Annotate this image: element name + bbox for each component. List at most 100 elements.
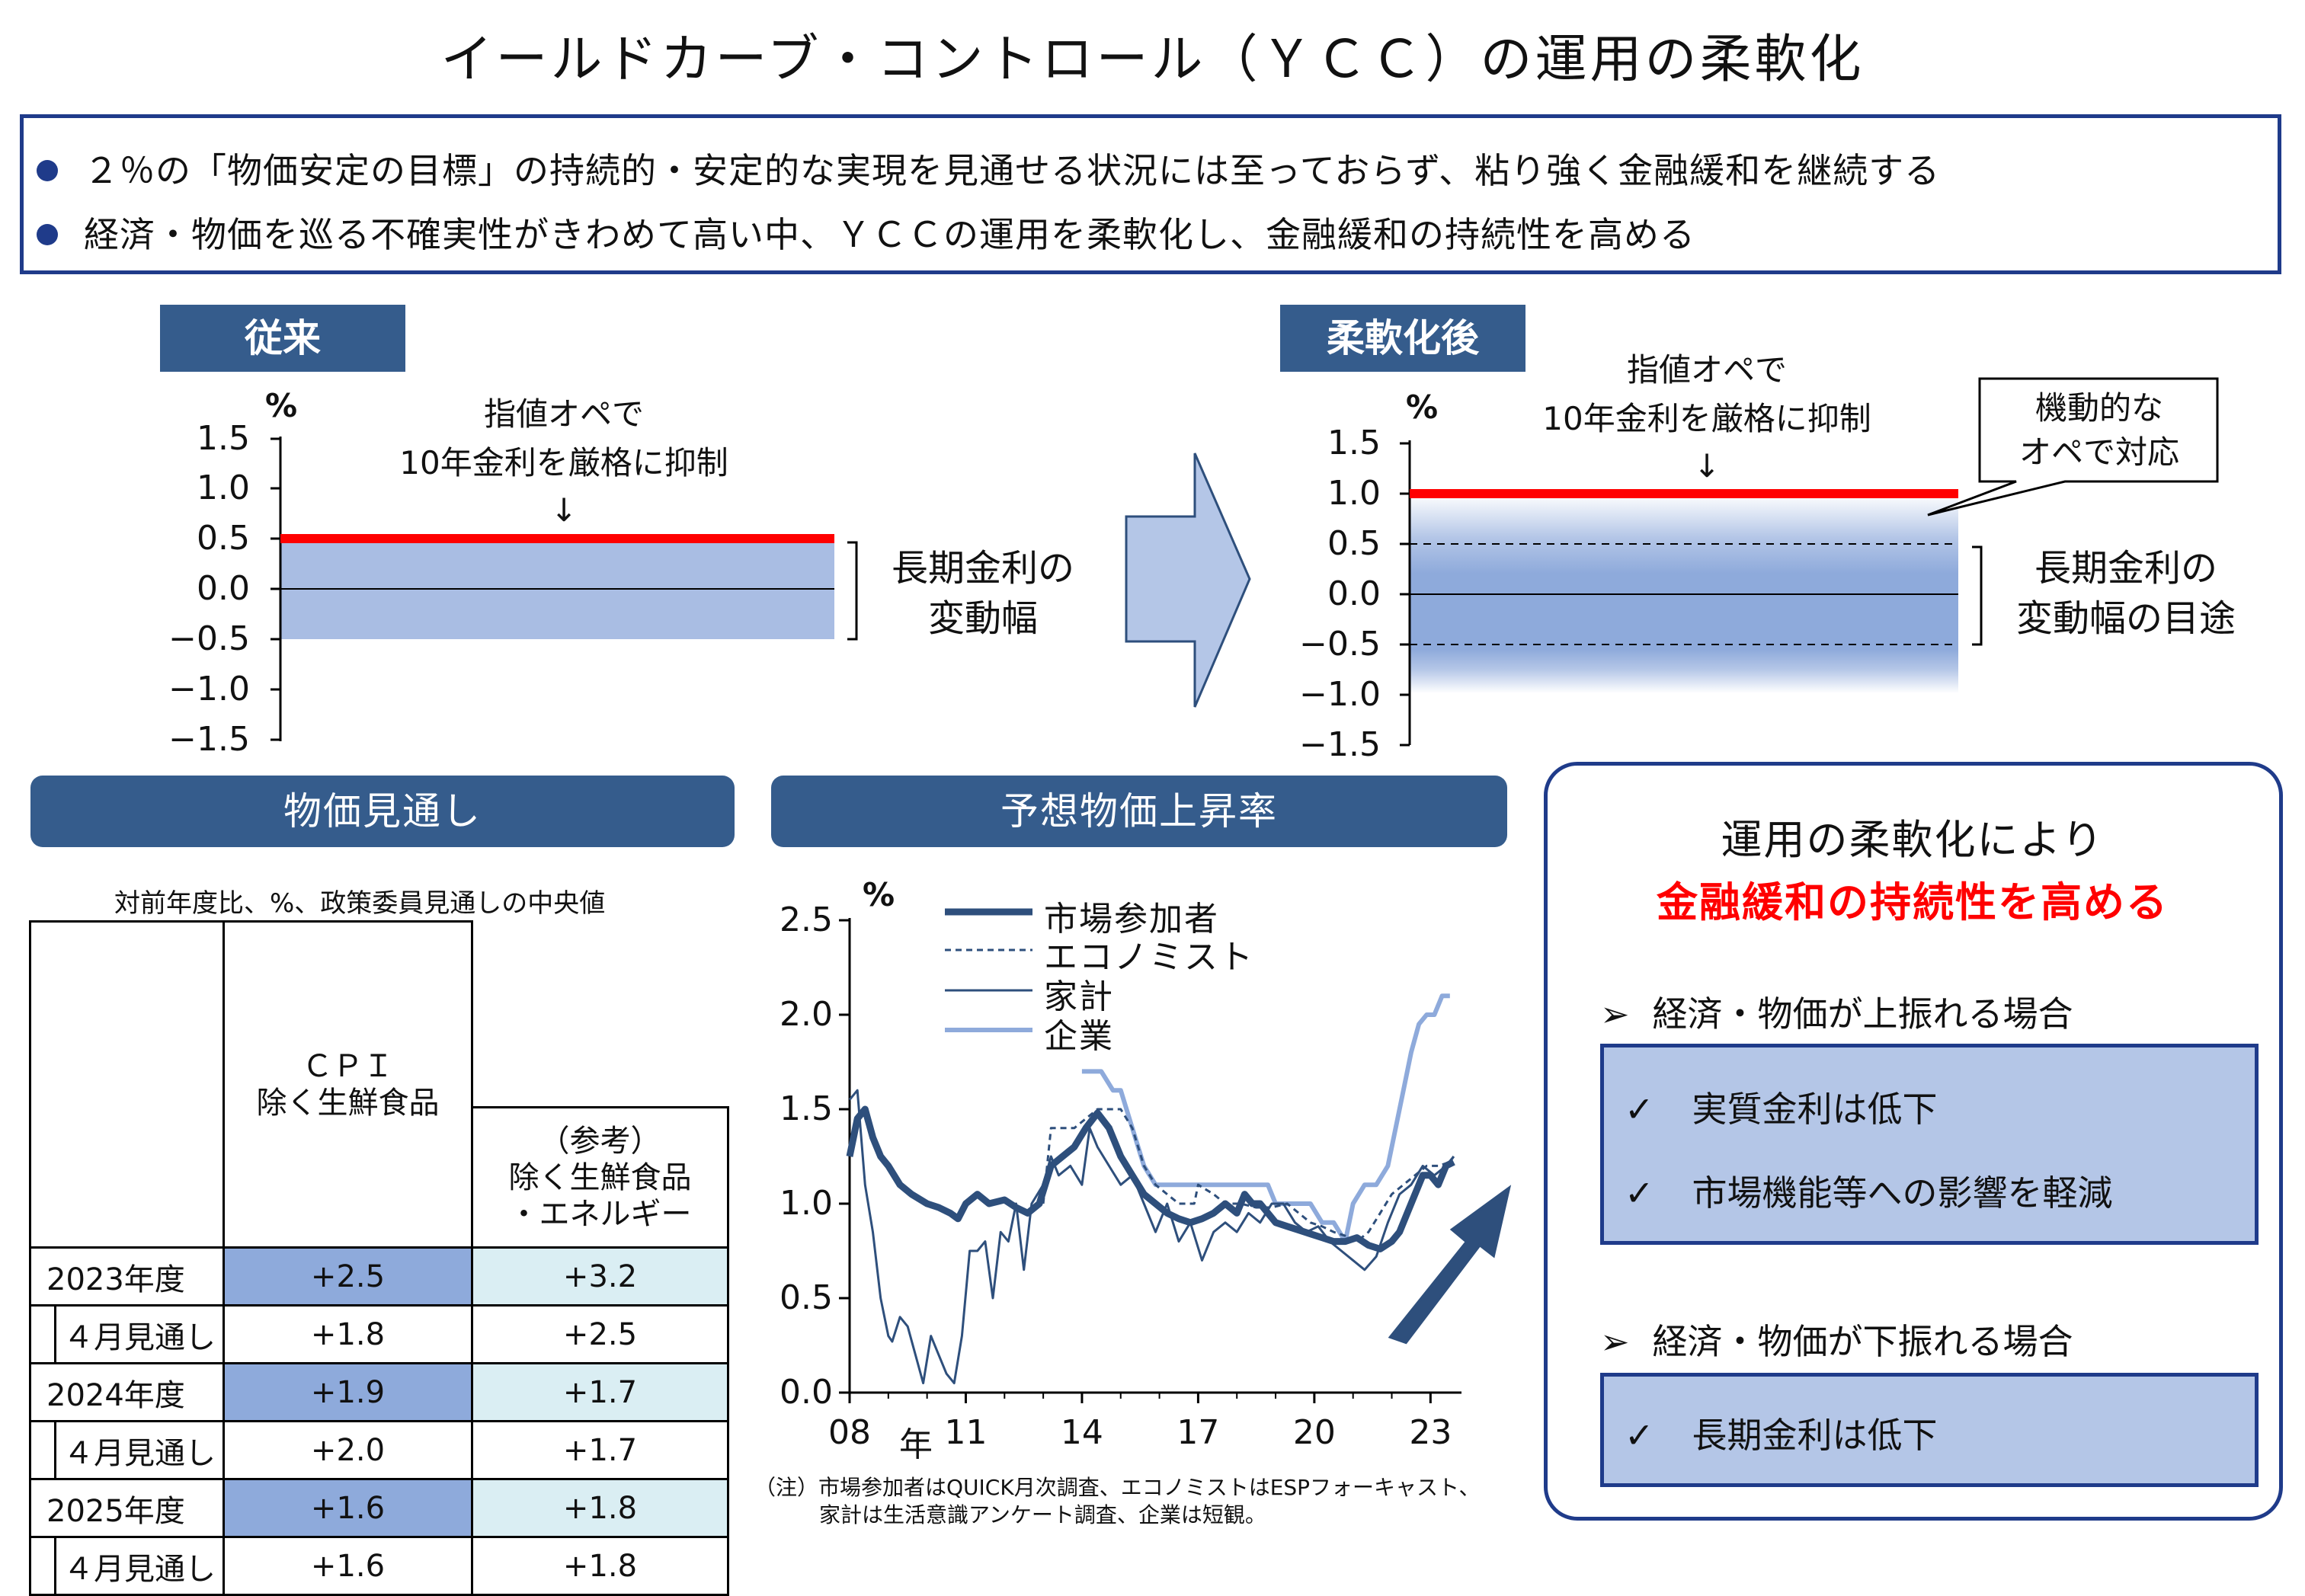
cpi-value: +2.5 [222,1246,473,1307]
down-effects-box [1600,1373,2259,1487]
y-tick-label: 2.5 [780,900,833,939]
down-effect-text: 長期金利は低下 [1692,1415,1938,1456]
after-chart [1400,377,2219,747]
cpi-value: +1.8 [222,1304,473,1364]
after-unit: % [1406,389,1439,426]
down-effect-1: ✓ 長期金利は低下 [1625,1408,1938,1458]
col-core-line3: ・エネルギー [508,1196,692,1232]
summary-bullet-1: ２％の「物価安定の目標」の持続的・安定的な実現を見通せる状況には至っておらず、粘… [37,143,1940,194]
x-tick-label: 11 [944,1413,988,1452]
forecast-col-core: （参考） 除く生鮮食品 ・エネルギー [471,1106,729,1249]
legend-market: 市場参加者 [1044,900,1219,939]
case-up-label: 経済・物価が上振れる場合 [1652,993,2073,1035]
up-effect-text: 実質金利は低下 [1692,1089,1938,1130]
cpi-value: +1.6 [222,1478,473,1538]
up-effect-2: ✓ 市場機能等への影響を軽減 [1625,1166,2113,1216]
core-value: +1.8 [471,1478,729,1538]
legend-economist: エコノミスト [1044,938,1254,977]
after-tick: 0.0 [1327,574,1381,613]
table-row: 2025年度 +1.6 +1.8 [29,1478,729,1538]
case-down-label: 経済・物価が下振れる場合 [1652,1321,2073,1362]
before-tick: −0.5 [168,619,250,658]
after-tick: 1.0 [1327,474,1381,513]
check-icon: ✓ [1625,1089,1654,1130]
page-title: イールドカーブ・コントロール（ＹＣＣ）の運用の柔軟化 [440,30,1865,90]
core-value: +2.5 [471,1304,729,1364]
before-tick: 1.0 [197,469,250,507]
y-tick-label: 2.0 [780,995,833,1034]
before-tick: −1.5 [168,720,250,759]
before-annotation-line2: 10年金利を厳格に抑制 [399,444,728,481]
legend-firm: 企業 [1044,1017,1114,1056]
up-effect-text: 市場機能等への影響を軽減 [1692,1172,2113,1214]
forecast-table: ＣＰＩ 除く生鮮食品 （参考） 除く生鮮食品 ・エネルギー 2023年度 +2.… [29,920,729,1596]
transition-arrow-icon [1125,453,1251,708]
series-household-line [848,1089,1455,1385]
after-header: 柔軟化後 [1280,305,1525,372]
table-row: ４月見通し +1.6 +1.8 [29,1536,729,1596]
y-tick-label: 1.0 [780,1184,833,1223]
expect-unit: % [863,876,895,913]
row-label: ４月見通し [63,1551,216,1587]
summary-bullet-text: 経済・物価を巡る不確実性がきわめて高い中、ＹＣＣの運用を柔軟化し、金融緩和の持続… [84,214,1695,255]
row-label-cell: ４月見通し [29,1536,225,1596]
y-tick-label: 1.5 [780,1089,833,1128]
before-band-label-line1: 長期金利の [891,547,1074,590]
callout-bubble [1927,377,2219,517]
series-market-line [846,1105,1455,1252]
core-value: +1.7 [471,1420,729,1480]
before-annotation-line1: 指値オペで [483,395,644,433]
y-tick-label: 0.5 [780,1278,833,1317]
y-tick-label: 0.0 [780,1373,833,1412]
before-down-arrow-icon: ↓ [550,491,578,529]
summary-bullet-2: 経済・物価を巡る不確実性がきわめて高い中、ＹＣＣの運用を柔軟化し、金融緩和の持続… [37,207,1695,257]
col-cpi-line2: 除く生鮮食品 [256,1085,440,1121]
effect-title-line1: 運用の柔軟化により [1721,816,2105,864]
forecast-caption: 対前年度比、%、政策委員見通しの中央値 [114,888,606,919]
cpi-value: +1.6 [222,1536,473,1596]
case-marker-icon: ➢ [1600,1321,1630,1362]
x-tick-label: 08 [828,1413,871,1452]
row-label: ４月見通し [63,1435,216,1471]
expect-x-ticks [848,1393,1432,1403]
expectation-chart [839,908,1512,1403]
row-label-cell: ４月見通し [29,1304,225,1364]
core-value: +3.2 [471,1246,729,1307]
x-tick-label: 23 [1409,1413,1452,1452]
check-icon: ✓ [1625,1415,1654,1456]
row-label-cell: ４月見通し [29,1420,225,1480]
effect-title-line2: 金融緩和の持続性を高める [1657,878,2169,926]
before-tick: 0.0 [197,569,250,608]
up-effects-box [1600,1044,2259,1245]
table-row: 2023年度 +2.5 +3.2 [29,1246,729,1307]
callout-line1: 機動的な [2034,389,2163,427]
before-tick: −1.0 [168,670,250,708]
core-value: +1.8 [471,1536,729,1596]
up-effect-1: ✓ 実質金利は低下 [1625,1082,1938,1132]
expect-y-ticks [839,919,850,1394]
expect-legend [945,908,1032,1032]
table-row: ４月見通し +2.0 +1.7 [29,1420,729,1480]
bullet-dot-icon [37,223,58,245]
after-band-label-line1: 長期金利の [2034,547,2217,590]
before-ticks [271,437,280,741]
col-cpi-line1: ＣＰＩ [302,1048,394,1084]
table-row: 2024年度 +1.9 +1.7 [29,1362,729,1422]
legend-household: 家計 [1044,977,1114,1016]
before-tick: 1.5 [197,419,250,458]
after-annotation-line2: 10年金利を厳格に抑制 [1542,400,1871,437]
row-label: 2023年度 [29,1246,225,1307]
table-row: ４月見通し +1.8 +2.5 [29,1304,729,1364]
cpi-value: +1.9 [222,1362,473,1422]
x-tick-label: 17 [1177,1413,1220,1452]
effect-box [1544,762,2283,1521]
forecast-corner-cell [29,920,225,1249]
after-tick: −1.5 [1299,725,1381,764]
after-ticks [1400,442,1410,747]
after-tick: −1.0 [1299,675,1381,714]
upward-trend-arrow-icon [1388,1185,1512,1345]
expect-header: 予想物価上昇率 [771,776,1507,847]
forecast-header: 物価見通し [30,776,735,847]
case-down: ➢ 経済・物価が下振れる場合 [1600,1314,2073,1364]
